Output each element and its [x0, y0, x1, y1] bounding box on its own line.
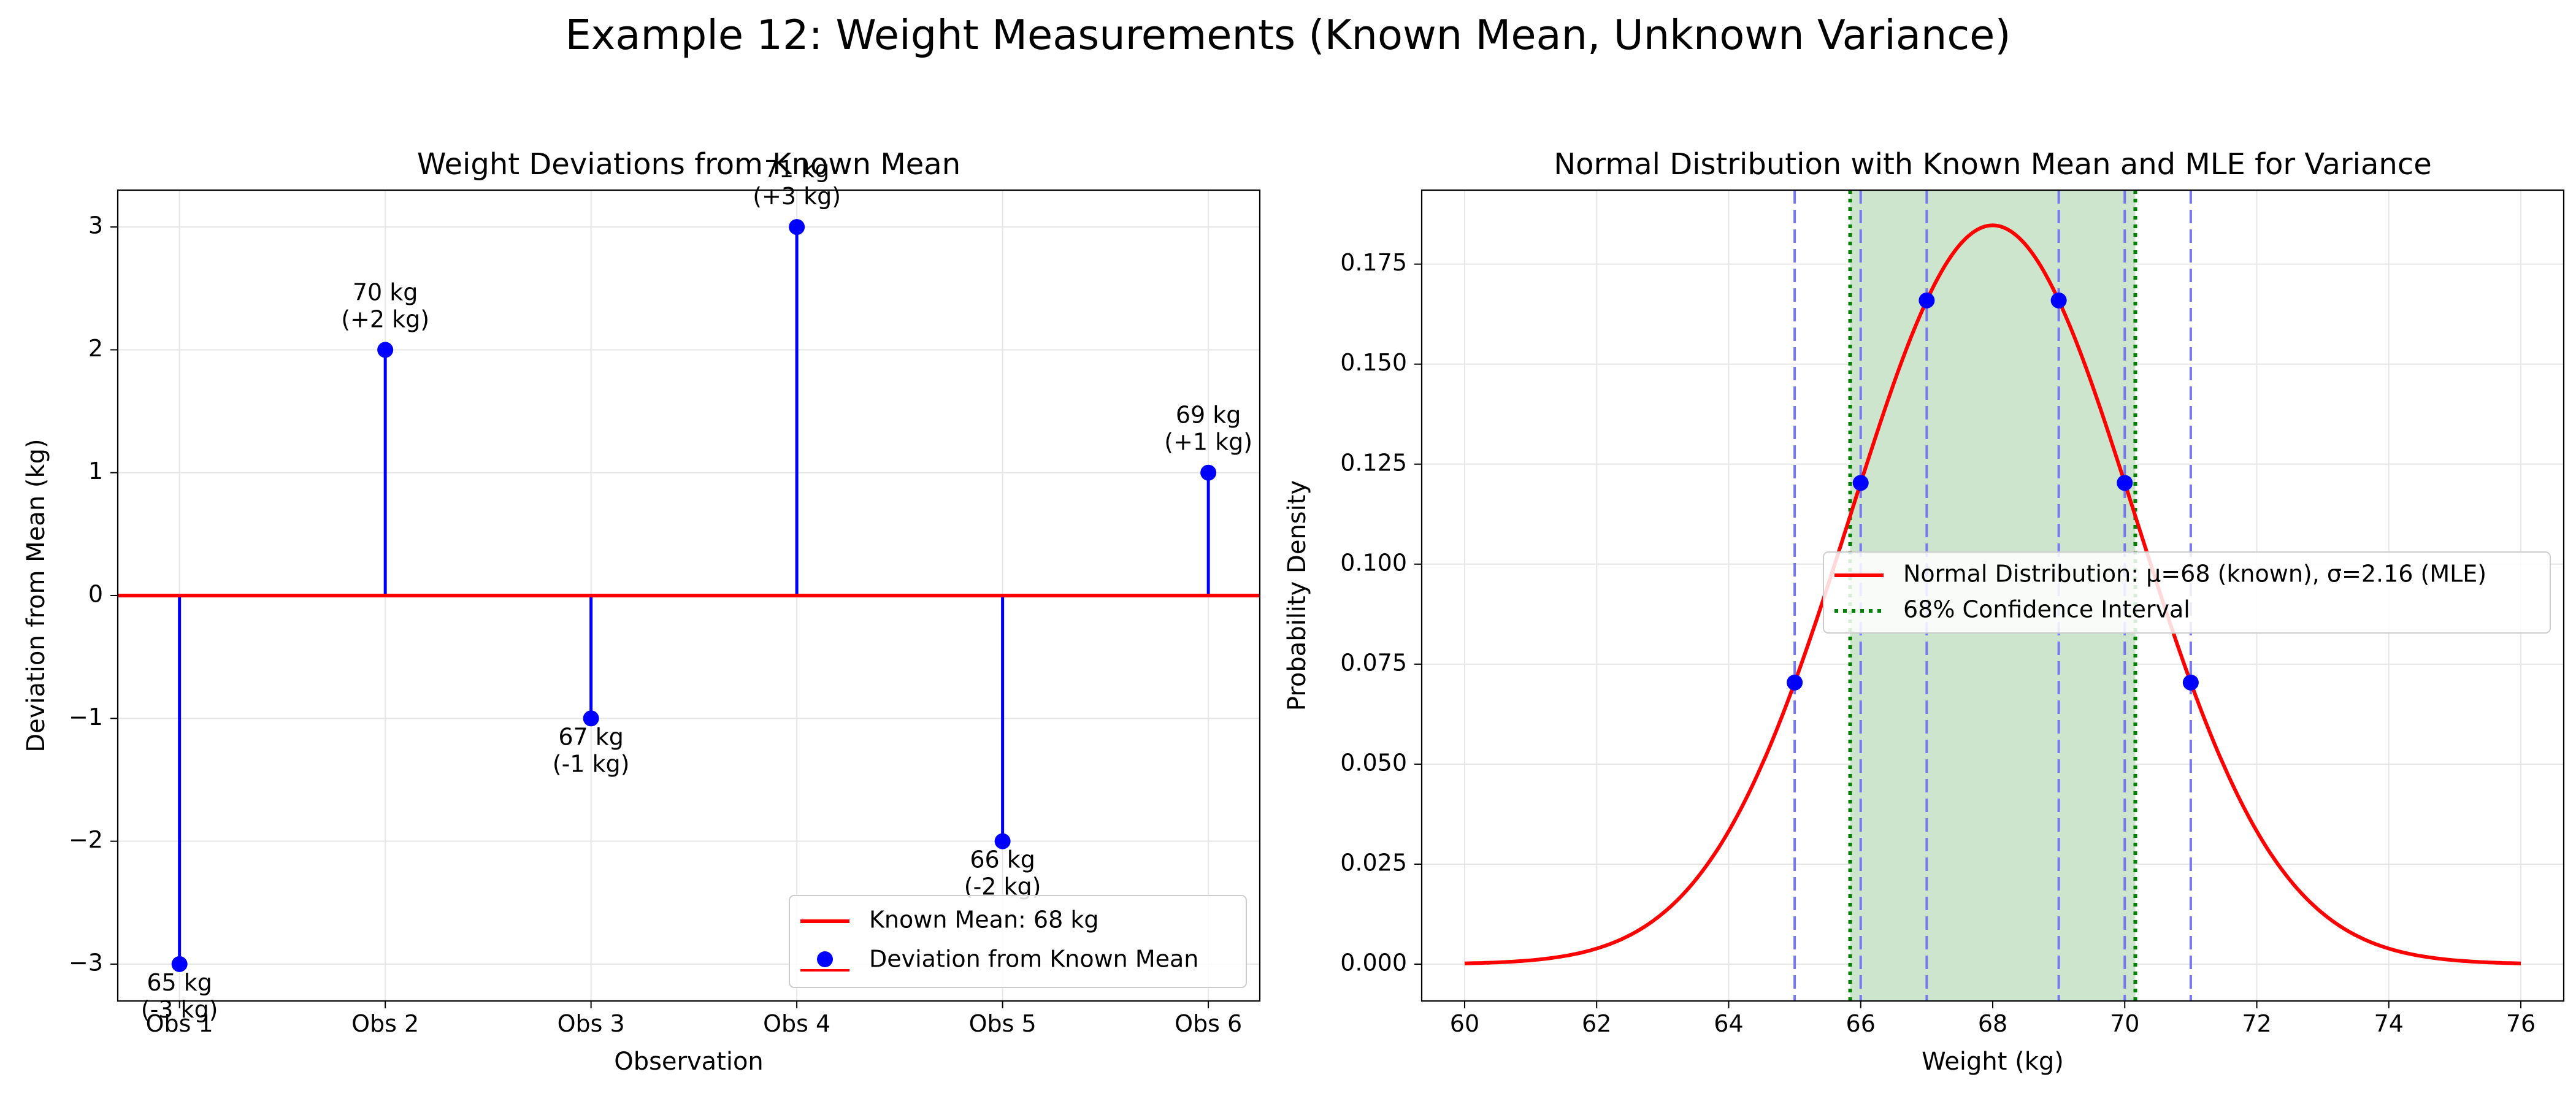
- x-tick-label: 72: [2242, 1010, 2271, 1037]
- point-label-deviation: (-1 kg): [553, 750, 630, 777]
- stem-marker: [994, 833, 1011, 849]
- observation-point: [2182, 674, 2199, 691]
- y-tick-label: −2: [69, 826, 103, 853]
- point-label-deviation: (+2 kg): [341, 305, 429, 332]
- y-tick-label: −3: [69, 949, 103, 976]
- y-tick-label: 0.000: [1340, 949, 1407, 976]
- stem-chart: 65 kg (-3 kg) 70 kg (+2 kg) 67 kg (-1 kg) 71 k…: [22, 147, 1260, 1076]
- x-tick-label: Obs 6: [1175, 1010, 1242, 1037]
- stem-marker: [583, 710, 599, 727]
- x-tick-label: 64: [1714, 1010, 1743, 1037]
- legend-label: 68% Confidence Interval: [1903, 596, 2190, 623]
- observation-point: [2117, 475, 2133, 491]
- legend-swatch-marker: [817, 951, 833, 967]
- point-label-weight: 66 kg: [970, 846, 1035, 873]
- chart-title: Weight Deviations from Known Mean: [417, 147, 960, 182]
- x-tick-label: 66: [1846, 1010, 1876, 1037]
- stem-marker: [789, 219, 805, 236]
- density-chart: 60 62 64 66 68 70 72 74 76 0.000 0.025 0.050 0.075 0.…: [1283, 147, 2564, 1076]
- x-tick-label: Obs 4: [763, 1010, 830, 1037]
- point-label: 67 kg (-1 kg): [553, 723, 630, 777]
- x-tick-label: Obs 2: [351, 1010, 419, 1037]
- legend-label: Deviation from Known Mean: [869, 946, 1198, 973]
- point-label-weight: 71 kg: [764, 156, 830, 183]
- y-tick-label: 0.175: [1340, 249, 1407, 276]
- y-tick-label: 0.150: [1340, 349, 1407, 376]
- x-tick-label: 62: [1582, 1010, 1611, 1037]
- legend-label: Normal Distribution: μ=68 (known), σ=2.1…: [1903, 561, 2486, 588]
- x-tick-label: Obs 5: [969, 1010, 1037, 1037]
- y-tick-label: 3: [88, 212, 103, 239]
- legend-box: [789, 895, 1247, 988]
- point-label: 69 kg (+1 kg): [1164, 401, 1252, 455]
- stem-marker: [377, 342, 394, 358]
- point-label-weight: 67 kg: [558, 723, 624, 750]
- figure-title: Example 12: Weight Measurements (Known M…: [565, 11, 2011, 59]
- density-plot-frame: [1420, 189, 2565, 1002]
- point-label-weight: 65 kg: [147, 968, 212, 995]
- legend-box: [1823, 551, 2551, 634]
- point-label-deviation: (-3 kg): [141, 995, 218, 1022]
- y-tick-label: −1: [69, 703, 103, 730]
- x-tick-label: 70: [2110, 1010, 2139, 1037]
- y-tick-label: 0: [88, 581, 103, 608]
- y-tick-label: 2: [88, 335, 103, 362]
- y-axis-label: Deviation from Mean (kg): [22, 439, 50, 752]
- y-axis-label: Probability Density: [1283, 480, 1311, 711]
- x-tick-label: 76: [2506, 1010, 2536, 1037]
- point-label-weight: 70 kg: [353, 278, 418, 305]
- chart-title: Normal Distribution with Known Mean and …: [1554, 147, 2431, 182]
- observation-point: [1852, 475, 1869, 491]
- y-tick-label: 0.025: [1340, 849, 1407, 876]
- y-tick-label: 0.075: [1340, 649, 1407, 676]
- stem-marker: [1200, 464, 1217, 481]
- x-tick-label: 68: [1978, 1010, 2007, 1037]
- y-tick-label: 0.100: [1340, 549, 1407, 576]
- point-label: 65 kg (-3 kg): [141, 968, 218, 1022]
- stem-plot-frame: [117, 189, 1261, 1002]
- observation-point: [1919, 292, 1935, 309]
- observation-point: [2050, 292, 2067, 309]
- x-axis-label: Observation: [614, 1048, 764, 1076]
- point-label: 70 kg (+2 kg): [341, 278, 429, 332]
- observation-point: [1787, 674, 1803, 691]
- point-label-deviation: (+3 kg): [753, 183, 841, 210]
- y-tick-label: 1: [88, 458, 103, 485]
- point-label: 71 kg (+3 kg): [753, 156, 841, 210]
- x-tick-label: Obs 3: [558, 1010, 625, 1037]
- x-tick-label: 60: [1450, 1010, 1479, 1037]
- point-label-weight: 69 kg: [1176, 401, 1241, 428]
- x-axis-label: Weight (kg): [1922, 1048, 2064, 1076]
- stem-marker: [171, 956, 188, 972]
- legend-label: Known Mean: 68 kg: [869, 907, 1098, 933]
- y-tick-label: 0.125: [1340, 449, 1407, 476]
- x-tick-label: Obs 1: [146, 1010, 213, 1037]
- density-curve: [1464, 223, 2521, 965]
- y-tick-label: 0.050: [1340, 749, 1407, 776]
- point-label-deviation: (+1 kg): [1164, 428, 1252, 455]
- legend: Normal Distribution: μ=68 (known), σ=2.1…: [1823, 551, 2551, 634]
- point-label: 66 kg (-2 kg): [964, 846, 1041, 900]
- legend: Known Mean: 68 kg Deviation from Known Me…: [789, 895, 1247, 988]
- x-tick-label: 74: [2374, 1010, 2404, 1037]
